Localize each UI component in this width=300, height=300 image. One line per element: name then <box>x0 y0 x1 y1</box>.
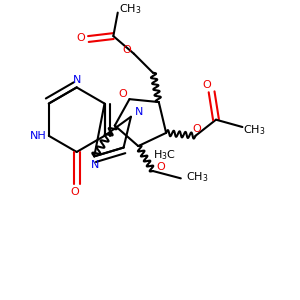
Text: N: N <box>73 75 81 85</box>
Text: O: O <box>202 80 211 90</box>
Text: H$_3$C: H$_3$C <box>153 148 176 162</box>
Text: O: O <box>122 45 131 55</box>
Text: CH$_3$: CH$_3$ <box>186 170 208 184</box>
Text: N: N <box>135 107 143 117</box>
Text: N: N <box>91 160 99 170</box>
Text: CH$_3$: CH$_3$ <box>244 124 266 137</box>
Text: O: O <box>157 162 166 172</box>
Text: O: O <box>193 124 201 134</box>
Text: O: O <box>77 33 85 43</box>
Text: O: O <box>71 188 80 197</box>
Text: CH$_3$: CH$_3$ <box>119 2 141 16</box>
Text: NH: NH <box>30 131 47 141</box>
Text: O: O <box>118 89 127 99</box>
